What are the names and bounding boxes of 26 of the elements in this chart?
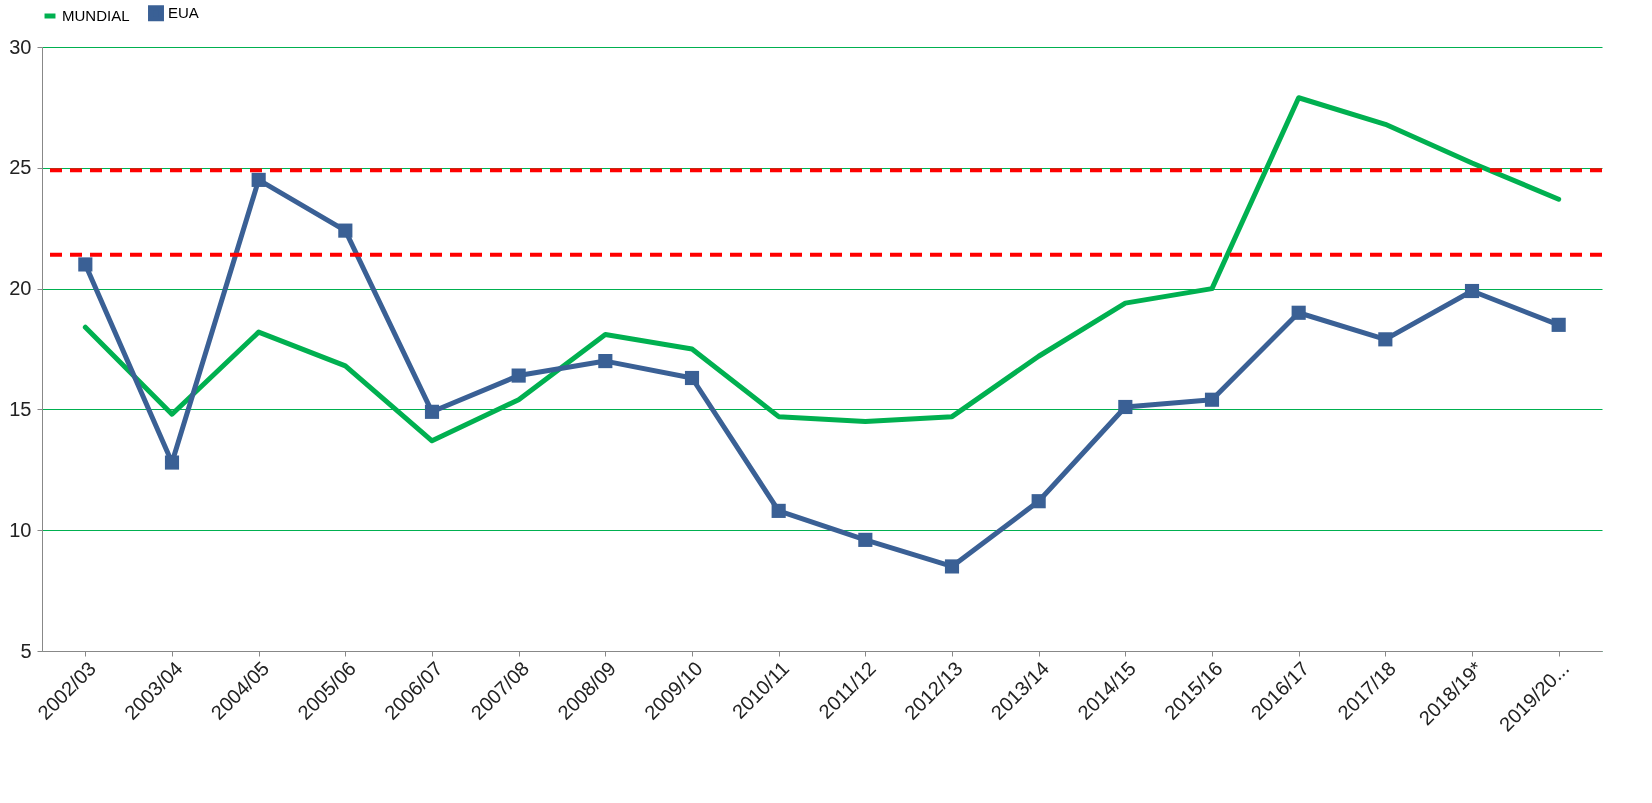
point <box>1118 399 1133 415</box>
point <box>771 503 786 518</box>
point <box>598 354 613 369</box>
y-tick-label: 15 <box>9 397 32 420</box>
y-tick-label: 20 <box>9 277 32 300</box>
point <box>424 404 440 419</box>
point <box>684 370 700 386</box>
y-tick-label: 10 <box>9 518 32 541</box>
y-tick-label: 25 <box>9 156 32 179</box>
point <box>511 368 526 383</box>
point <box>1378 332 1393 347</box>
point <box>1291 305 1306 320</box>
point <box>1464 283 1480 299</box>
legend-label: EUA <box>168 4 199 22</box>
point <box>1204 392 1220 407</box>
legend-label: MUNDIAL <box>62 7 130 24</box>
point <box>338 223 353 238</box>
point <box>944 559 960 574</box>
point <box>1551 317 1566 332</box>
point <box>251 172 266 187</box>
point <box>858 532 873 547</box>
point <box>164 455 180 470</box>
y-tick-label: 5 <box>20 639 32 662</box>
y-tick-label: 30 <box>9 35 32 58</box>
point <box>1031 494 1046 509</box>
point <box>78 257 93 272</box>
